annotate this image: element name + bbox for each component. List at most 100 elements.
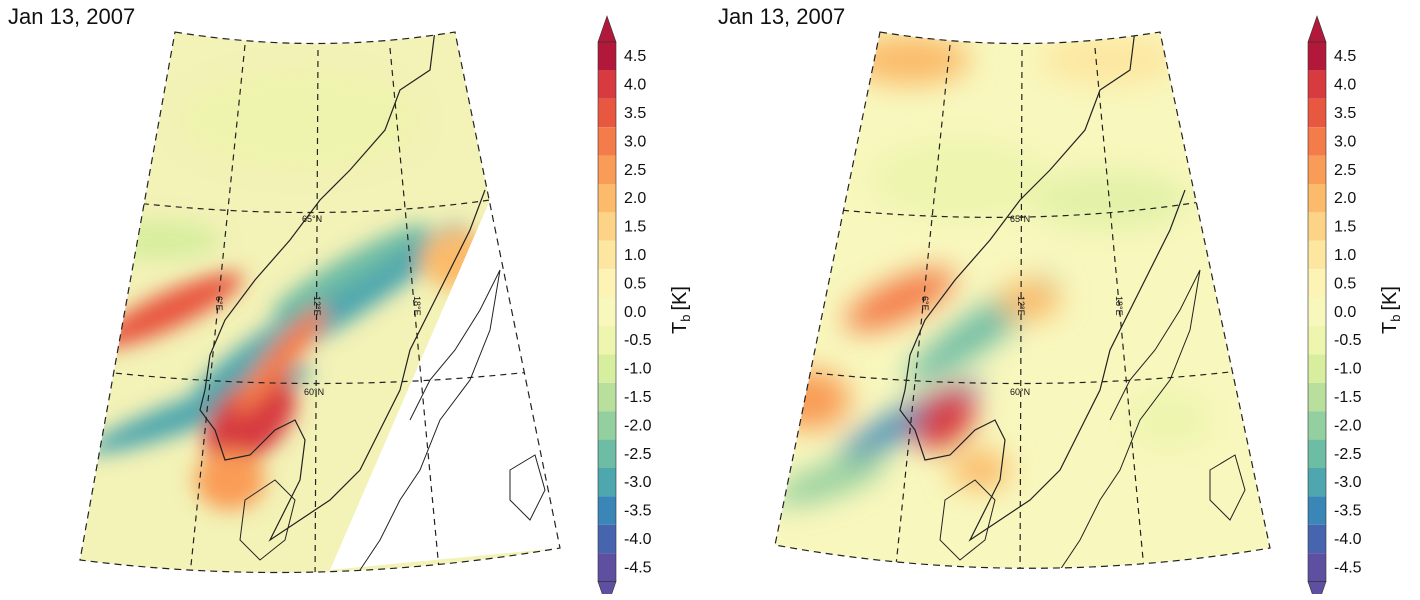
lon-label-12: 12°E: [1016, 296, 1026, 316]
colorbar-swatch: [1308, 269, 1326, 298]
colorbar-tick-label: -3.0: [1334, 474, 1362, 491]
colorbar-tick-label: 1.5: [624, 219, 646, 236]
longitude-18-line: [1094, 47, 1146, 569]
colorbar-swatch: [1308, 468, 1326, 497]
colorbar-tick-label: 4.0: [1334, 77, 1356, 94]
brightness-temperature-map-right: 65°N 60°N 6°E 12°E 18°E: [774, 31, 1271, 569]
colorbar-tick-label: 2.5: [1334, 162, 1356, 179]
colorbar-swatch: [1308, 524, 1326, 554]
coastline: [199, 32, 486, 542]
colorbar-swatch: [1308, 240, 1326, 270]
island: [239, 479, 296, 561]
colorbar-tick-label: 0.5: [624, 275, 646, 292]
colorbar-swatch: [598, 240, 616, 270]
colorbar-swatch: [1308, 411, 1326, 440]
island-east: [509, 454, 546, 521]
colorbar-tick-label: 3.0: [624, 133, 646, 150]
colorbar-tick-label: -1.5: [624, 389, 652, 406]
colorbar-tick-label: 4.0: [624, 77, 646, 94]
colorbar-swatch: [1308, 212, 1326, 241]
colorbar-swatch: [1308, 127, 1326, 156]
colorbar-tick-label: -1.0: [1334, 361, 1362, 378]
island-east: [1209, 454, 1246, 521]
colorbar-swatch: [598, 411, 616, 440]
colorbar-swatch: [598, 127, 616, 156]
colorbar-tick-label: -2.5: [1334, 446, 1362, 463]
colorbar-swatch: [598, 382, 616, 412]
colorbar-right: 4.5 4.0 3.5 3.0 2.5 2.0 1.5 1.0 0.5 0.0 -0.5 -1.0 -1…: [1307, 15, 1403, 594]
lat-label-65: 65°N: [1010, 214, 1030, 224]
colorbar-swatch: [598, 496, 616, 525]
colorbar-swatch: [598, 326, 616, 355]
colorbar-swatch: [598, 553, 616, 582]
colorbar-swatch: [1308, 184, 1326, 213]
colorbar-title: Tb[K]: [669, 286, 693, 334]
colorbar-swatch: [598, 439, 616, 468]
colorbar-swatches: [1307, 15, 1327, 594]
colorbar-tick-label: 0.0: [624, 304, 646, 321]
latitude-65-line: [809, 201, 1201, 218]
colorbar-tick-label: -4.0: [624, 531, 652, 548]
latitude-60-line: [804, 371, 1231, 385]
colorbar-tick-label: 0.5: [1334, 275, 1356, 292]
colorbar-max-arrow: [1307, 15, 1327, 43]
lat-label-65: 65°N: [302, 214, 322, 224]
colorbar-swatch: [1308, 496, 1326, 525]
colorbar-tick-label: -3.0: [624, 474, 652, 491]
colorbar-tick-label: -4.0: [1334, 531, 1362, 548]
lon-label-18: 18°E: [412, 296, 422, 316]
colorbar-tick-label: -2.0: [624, 417, 652, 434]
longitude-6-line: [894, 44, 951, 569]
colorbar-tick-label: -0.5: [624, 332, 652, 349]
colorbar-swatch: [1308, 42, 1326, 71]
colorbar-tick-label: -4.5: [1334, 559, 1362, 576]
colorbar-swatch: [1308, 553, 1326, 582]
colorbar-tick-label: 1.0: [1334, 247, 1356, 264]
longitude-12-line: [314, 49, 319, 573]
colorbar-swatch: [598, 212, 616, 241]
colorbar-title: Tb[K]: [1379, 286, 1403, 334]
brightness-temperature-map-left: 65°N 60°N 6°E 12°E 18°E: [79, 31, 561, 574]
lat-label-60: 60°N: [304, 387, 324, 397]
lon-label-12: 12°E: [312, 296, 322, 316]
longitude-6-line: [189, 44, 246, 573]
colorbar-swatch: [598, 468, 616, 497]
colorbar-tick-label: -2.0: [1334, 417, 1362, 434]
colorbar-tick-labels: 4.5 4.0 3.5 3.0 2.5 2.0 1.5 1.0 0.5 0.0 -0.5 -1.0 -1…: [624, 48, 652, 576]
colorbar-min-arrow: [597, 581, 617, 594]
left-map-panel: Jan 13, 2007: [8, 4, 693, 594]
colorbar-tick-label: 2.5: [624, 162, 646, 179]
colorbar-tick-label: -3.5: [1334, 503, 1362, 520]
colorbar-tick-label: 2.0: [624, 190, 646, 207]
lon-label-6: 6°E: [920, 296, 930, 311]
map-frame: [79, 31, 561, 574]
colorbar-swatch: [598, 269, 616, 298]
colorbar-tick-label: 1.0: [624, 247, 646, 264]
longitude-18-line: [389, 47, 441, 573]
colorbar-swatch: [598, 98, 616, 128]
colorbar-tick-labels: 4.5 4.0 3.5 3.0 2.5 2.0 1.5 1.0 0.5 0.0 -0.5 -1.0 -1…: [1334, 48, 1362, 576]
colorbar-swatches: [597, 15, 617, 594]
colorbar-swatch: [1308, 326, 1326, 355]
colorbar-swatch: [1308, 155, 1326, 184]
colorbar-swatch: [1308, 98, 1326, 128]
colorbar-tick-label: -2.5: [624, 446, 652, 463]
coastline-east: [359, 269, 501, 571]
colorbar-tick-label: 4.5: [1334, 48, 1356, 65]
colorbar-tick-label: -1.0: [624, 361, 652, 378]
colorbar-tick-label: -4.5: [624, 559, 652, 576]
panel-date-right: Jan 13, 2007: [718, 4, 846, 29]
colorbar-left: 4.5 4.0 3.5 3.0 2.5 2.0 1.5 1.0 0.5 0.0 -0.5 -1.0 -1…: [597, 15, 693, 594]
colorbar-tick-label: 4.5: [624, 48, 646, 65]
missing-data-area: [330, 200, 560, 570]
lon-label-6: 6°E: [214, 296, 224, 311]
colorbar-swatch: [598, 354, 616, 383]
colorbar-swatch: [598, 184, 616, 213]
colorbar-max-arrow: [597, 15, 617, 43]
map-frame: [774, 31, 1271, 569]
colorbar-tick-label: 2.0: [1334, 190, 1356, 207]
colorbar-swatch: [598, 524, 616, 554]
colorbar-tick-label: 3.0: [1334, 133, 1356, 150]
colorbar-swatch: [598, 155, 616, 184]
colorbar-tick-label: 0.0: [1334, 304, 1356, 321]
